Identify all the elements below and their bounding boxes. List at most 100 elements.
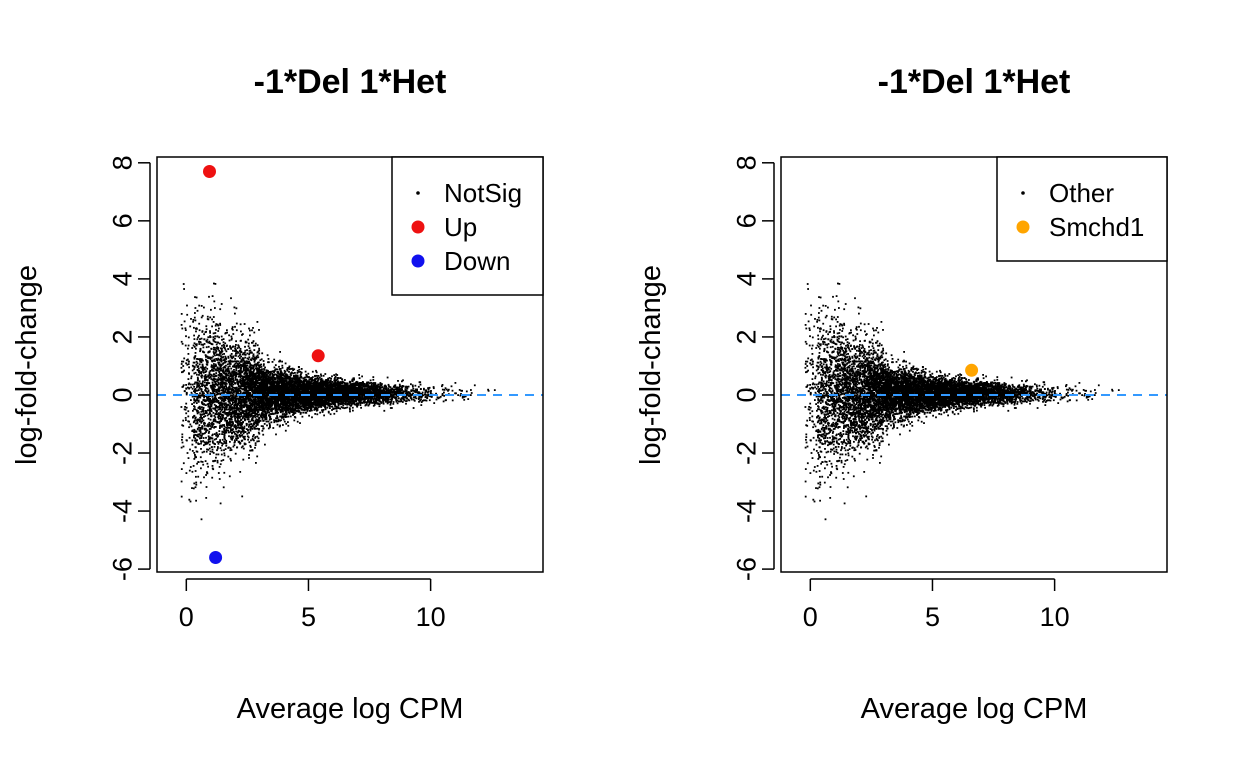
left-gene-point (209, 450, 212, 453)
left-gene-point (408, 399, 411, 402)
left-gene-point (258, 432, 261, 435)
left-gene-point (239, 390, 242, 393)
left-gene-point (220, 424, 222, 427)
left-gene-point (250, 402, 253, 405)
left-gene-point (441, 394, 444, 397)
left-gene-point (300, 405, 302, 407)
left-gene-point (259, 420, 262, 422)
left-gene-point (257, 437, 260, 440)
left-gene-point (410, 383, 412, 386)
left-gene-point (199, 350, 201, 353)
left-gene-point (278, 360, 280, 363)
left-gene-point (191, 443, 194, 446)
left-gene-point (243, 415, 246, 418)
left-gene-point (187, 358, 189, 361)
left-gene-point (255, 375, 258, 378)
left-gene-point (361, 402, 364, 404)
left-gene-point (184, 417, 187, 419)
left-gene-point (219, 347, 222, 350)
left-gene-point (230, 356, 233, 359)
left-gene-point (209, 425, 212, 427)
left-gene-point (225, 444, 228, 447)
left-gene-point (201, 432, 204, 435)
left-gene-point (487, 389, 490, 392)
left-gene-point (280, 370, 282, 373)
left-gene-point (321, 411, 324, 413)
left-gene-point (202, 463, 205, 466)
left-gene-point (228, 475, 231, 478)
left-gene-point (231, 424, 234, 427)
left-gene-point (239, 375, 242, 377)
left-gene-point (441, 393, 444, 395)
left-gene-point (225, 350, 228, 353)
left-gene-point (281, 378, 284, 381)
left-gene-point (281, 409, 283, 412)
left-gene-point (187, 347, 189, 350)
left-gene-point (187, 353, 190, 355)
left-gene-point (378, 405, 381, 408)
left-gene-point (201, 314, 204, 317)
left-gene-point (256, 368, 258, 371)
left-gene-point (182, 424, 185, 427)
left-gene-point (397, 400, 400, 403)
left-gene-point (213, 394, 216, 397)
left-gene-point (248, 347, 251, 349)
left-gene-point (216, 346, 219, 348)
left-gene-point (367, 404, 370, 407)
left-gene-point (230, 353, 233, 355)
left-gene-point (215, 389, 218, 392)
left-gene-point (212, 316, 215, 318)
left-gene-point (327, 411, 330, 414)
left-gene-point (454, 382, 457, 384)
left-gene-point (268, 411, 271, 414)
left-gene-point (200, 316, 203, 319)
left-gene-point (379, 382, 382, 384)
left-gene-point (253, 427, 256, 430)
left-gene-point (373, 398, 375, 401)
left-gene-point (282, 373, 285, 376)
left-gene-point (249, 367, 252, 370)
left-gene-point (204, 460, 207, 462)
left-gene-point (197, 418, 199, 421)
left-gene-point (265, 415, 267, 418)
left-gene-point (216, 379, 219, 382)
left-gene-point (219, 357, 222, 360)
left-gene-point (300, 373, 302, 376)
left-gene-point (246, 382, 248, 385)
left-gene-point (248, 353, 250, 356)
left-gene-point (276, 412, 279, 415)
left-gene-point (231, 337, 233, 340)
left-gene-point (208, 340, 211, 343)
left-gene-point (180, 363, 183, 365)
left-gene-point (395, 399, 398, 402)
left-gene-point (234, 325, 236, 328)
left-gene-point (286, 374, 289, 376)
left-gene-point (262, 427, 265, 430)
left-gene-point (217, 453, 220, 456)
left-gene-point (180, 406, 183, 408)
left-gene-point (229, 431, 232, 433)
left-gene-point (357, 402, 360, 405)
left-gene-point (220, 383, 223, 386)
left-gene-point (185, 359, 188, 362)
left-gene-point (194, 470, 197, 472)
left-gene-point (252, 435, 254, 438)
left-gene-point (229, 402, 231, 405)
left-gene-point (255, 425, 257, 427)
left-gene-point (430, 390, 432, 392)
left-gene-point (281, 373, 284, 375)
left-gene-point (223, 454, 226, 457)
left-gene-point (283, 369, 286, 372)
left-gene-point (216, 413, 218, 415)
left-gene-point (235, 439, 238, 441)
left-gene-point (250, 427, 252, 429)
left-gene-point (284, 377, 287, 379)
left-gene-point (214, 408, 217, 411)
left-gene-point (203, 441, 206, 444)
left-gene-point (193, 452, 196, 454)
left-gene-point (276, 423, 279, 426)
left-gene-point (239, 405, 241, 407)
left-gene-point (445, 388, 448, 391)
left-gene-point (266, 424, 268, 427)
left-gene-point (390, 399, 393, 402)
